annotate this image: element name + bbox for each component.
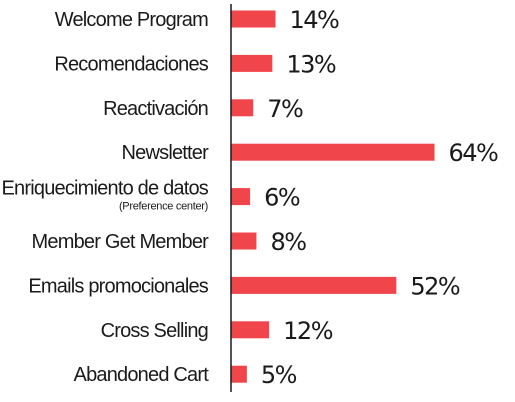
value-label-member-get-member: 8% — [270, 228, 306, 256]
category-labels-group: Welcome Program Recomendaciones Reactivaci… — [2, 9, 211, 386]
bars-group — [231, 10, 435, 383]
value-labels-group: 14% 13% 7% 64% 6% 8% 52% 12% 5% — [261, 6, 500, 389]
bar-emails-promocionales — [231, 276, 397, 294]
value-label-enriquecimiento-de-datos: 6% — [264, 184, 300, 212]
bar-enriquecimiento-de-datos — [231, 188, 251, 206]
bar-member-get-member — [231, 232, 257, 250]
value-label-abandoned-cart: 5% — [261, 361, 297, 389]
bar-abandoned-cart — [231, 365, 247, 383]
category-label-cross-selling: Cross Selling — [101, 320, 208, 342]
bar-cross-selling — [231, 321, 270, 339]
category-label-reactivacion: Reactivación — [103, 98, 208, 120]
value-label-cross-selling: 12% — [283, 317, 333, 345]
category-label-abandoned-cart: Abandoned Cart — [74, 364, 210, 386]
bar-recomendaciones — [231, 54, 273, 72]
bar-welcome-program — [231, 10, 276, 28]
category-label-newsletter: Newsletter — [122, 142, 210, 164]
category-label-welcome-program: Welcome Program — [55, 9, 208, 31]
category-label-enriquecimiento-de-datos: Enriquecimiento de datos — [2, 178, 209, 200]
value-label-reactivacion: 7% — [267, 95, 303, 123]
value-label-newsletter: 64% — [449, 139, 499, 167]
value-label-recomendaciones: 13% — [286, 50, 336, 78]
category-sublabel-enriquecimiento-de-datos: (Preference center) — [119, 201, 208, 213]
value-label-welcome-program: 14% — [290, 6, 340, 34]
value-label-emails-promocionales: 52% — [410, 272, 460, 300]
bar-newsletter — [231, 143, 435, 161]
bar-reactivacion — [231, 99, 254, 117]
category-label-emails-promocionales: Emails promocionales — [28, 275, 208, 297]
category-label-member-get-member: Member Get Member — [32, 231, 210, 253]
category-label-recomendaciones: Recomendaciones — [54, 53, 208, 75]
